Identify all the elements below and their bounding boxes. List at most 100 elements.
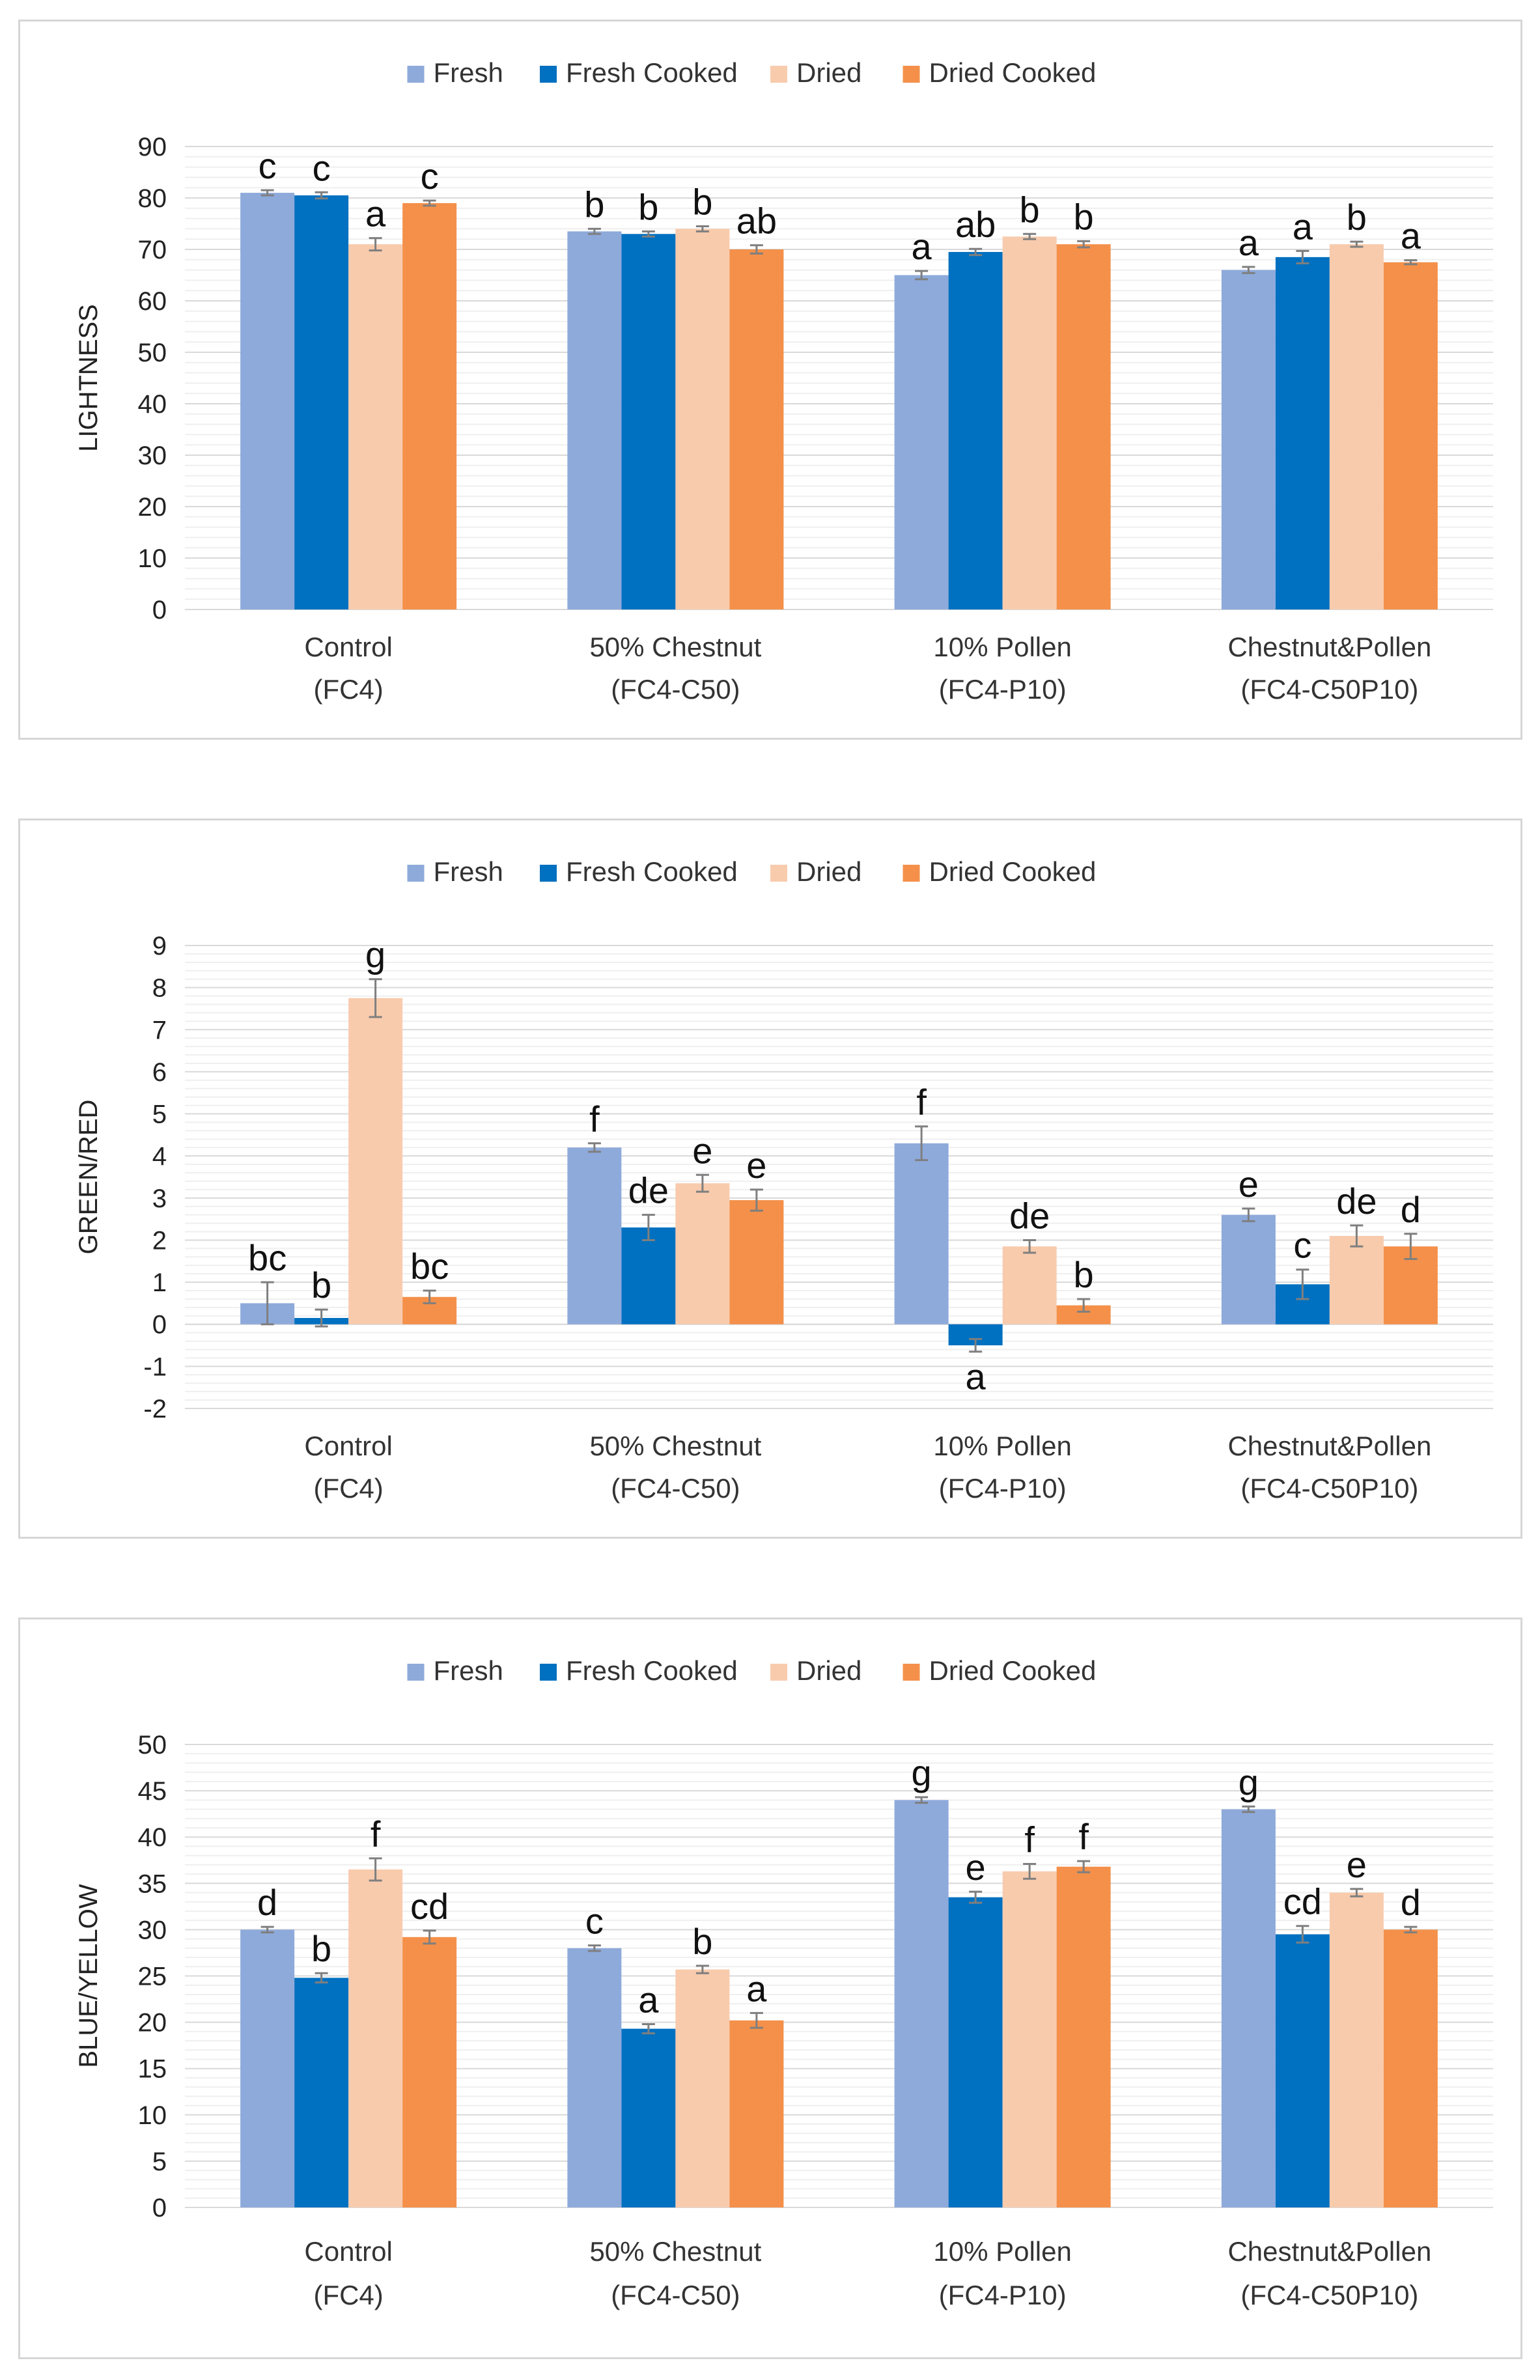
y-tick-label: 0 — [152, 2194, 167, 2222]
significance-letter: c — [259, 145, 277, 186]
significance-letter: g — [1239, 1761, 1259, 1802]
significance-letter: c — [313, 147, 331, 188]
y-tick-label: 20 — [138, 493, 167, 522]
bar-dried-cooked — [1383, 262, 1438, 609]
legend-swatch — [407, 66, 425, 83]
y-tick-label: 50 — [138, 1731, 167, 1759]
legend-swatch — [903, 865, 920, 882]
significance-letter: a — [746, 1968, 767, 2009]
y-tick-label: 4 — [152, 1142, 167, 1171]
y-axis-label: BLUE/YELLOW — [74, 1884, 103, 2068]
bar-fresh-cooked — [294, 1978, 349, 2207]
legend-swatch — [540, 66, 557, 83]
legend-swatch — [770, 865, 787, 882]
error-bar — [969, 1890, 983, 1904]
significance-letter: a — [912, 226, 932, 267]
legend-swatch — [770, 66, 787, 83]
x-category-sublabel: (FC4) — [313, 1473, 383, 1504]
bar-dried — [675, 1969, 730, 2207]
significance-letter: cd — [410, 1886, 449, 1927]
error-bar — [1023, 232, 1037, 240]
x-category-sublabel: (FC4-C50P10) — [1240, 674, 1418, 705]
legend-label: Dried — [796, 856, 861, 887]
significance-letter: d — [1401, 1189, 1421, 1230]
bar-dried — [1329, 244, 1384, 610]
significance-letter: a — [1293, 206, 1313, 247]
error-bar — [1242, 266, 1255, 274]
x-category-sublabel: (FC4) — [313, 2280, 383, 2310]
error-bar — [749, 1188, 763, 1212]
bar-fresh-cooked — [1275, 1934, 1330, 2207]
x-category-sublabel: (FC4-C50) — [611, 2280, 740, 2310]
significance-letter: f — [916, 1082, 927, 1123]
significance-letter: bc — [248, 1237, 287, 1278]
x-category-sublabel: (FC4-C50P10) — [1240, 2280, 1418, 2310]
legend-label: Fresh Cooked — [566, 57, 738, 88]
bar-fresh-cooked — [1275, 257, 1330, 610]
legend-swatch — [407, 1664, 425, 1681]
error-bar — [369, 978, 382, 1018]
error-bar — [1077, 240, 1091, 249]
significance-letter: c — [421, 156, 439, 197]
error-bar — [260, 1925, 274, 1934]
y-tick-label: 20 — [138, 2009, 167, 2037]
x-category-label: 50% Chestnut — [589, 2236, 761, 2267]
significance-letter: f — [589, 1099, 600, 1140]
error-bar — [915, 1796, 929, 1804]
y-tick-label: 15 — [138, 2055, 167, 2084]
x-category-label: Chestnut&Pollen — [1227, 2236, 1431, 2267]
error-bar — [1404, 1233, 1418, 1261]
y-tick-label: 3 — [152, 1184, 167, 1213]
legend-label: Dried Cooked — [929, 856, 1097, 887]
x-category-sublabel: (FC4-C50) — [611, 1473, 740, 1504]
significance-letter: b — [1020, 189, 1040, 230]
x-category-label: 50% Chestnut — [589, 632, 761, 662]
legend-label: Fresh Cooked — [566, 856, 738, 887]
x-category-label: 10% Pollen — [933, 2236, 1071, 2267]
y-tick-label: 10 — [138, 544, 167, 573]
error-bar — [1350, 240, 1364, 248]
x-category-label: 10% Pollen — [933, 632, 1071, 662]
bar-dried-cooked — [1383, 1929, 1438, 2207]
legend: Fresh Fresh Cooked Dried Dried Cooked — [407, 57, 1097, 88]
significance-letter: g — [912, 1752, 932, 1793]
error-bar — [1404, 1925, 1418, 1934]
error-bar — [1296, 249, 1309, 264]
y-tick-label: 5 — [152, 1100, 167, 1129]
x-category-sublabel: (FC4-P10) — [939, 2280, 1067, 2310]
significance-letter: b — [1074, 196, 1094, 237]
y-tick-label: 9 — [152, 932, 167, 960]
x-category-label: Control — [304, 632, 392, 662]
bar-fresh — [240, 1929, 295, 2207]
chart-svg-lightness: 0 10 20 30 40 50 60 70 80 90 LIGHTNESS Fresh Fresh C… — [74, 57, 1493, 705]
legend-label: Dried Cooked — [929, 57, 1097, 88]
error-bar — [423, 1929, 436, 1945]
y-tick-label: 50 — [138, 339, 167, 367]
legend-label: Fresh — [434, 57, 503, 88]
error-bar — [260, 1281, 274, 1326]
legend-label: Dried — [796, 57, 861, 88]
x-category-label: Control — [304, 2236, 392, 2267]
x-category-sublabel: (FC4-P10) — [939, 1473, 1067, 1504]
error-bar — [1350, 1888, 1364, 1897]
bar-fresh — [240, 193, 295, 610]
bar-dried — [1002, 1871, 1057, 2207]
y-tick-label: 25 — [138, 1963, 167, 1991]
bar-dried — [1002, 1246, 1057, 1324]
y-tick-label: 2 — [152, 1226, 167, 1255]
bar-dried-cooked — [729, 1200, 784, 1324]
bar-dried — [675, 1183, 730, 1324]
chart-panel-green-red: -2 -1 0 1 2 3 4 5 6 7 8 9 GREEN/RED Fresh Fresh Cooked… — [18, 819, 1522, 1539]
y-tick-label: 90 — [138, 133, 167, 161]
legend: Fresh Fresh Cooked Dried Dried Cooked — [407, 1655, 1096, 1686]
y-tick-label: -1 — [143, 1352, 167, 1381]
error-bar — [915, 1125, 929, 1162]
chart-panel-lightness: 0 10 20 30 40 50 60 70 80 90 LIGHTNESS Fresh Fresh C… — [18, 20, 1522, 740]
significance-letter: e — [692, 1130, 712, 1171]
significance-letter: a — [1239, 222, 1259, 263]
error-bar — [423, 1289, 436, 1304]
significance-letter: g — [365, 934, 385, 975]
error-bar — [369, 1857, 382, 1882]
y-axis-label: LIGHTNESS — [74, 304, 103, 452]
error-bar — [1023, 1239, 1037, 1254]
